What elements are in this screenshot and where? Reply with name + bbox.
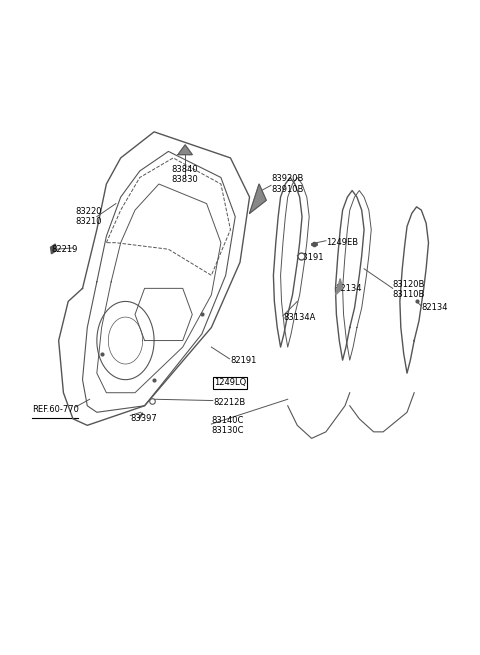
Polygon shape — [50, 244, 56, 253]
Text: 82212B: 82212B — [214, 398, 246, 407]
Text: 83220
83210: 83220 83210 — [75, 207, 102, 227]
Text: 83191: 83191 — [297, 253, 324, 261]
Text: 83140C
83130C: 83140C 83130C — [211, 416, 244, 435]
Text: 83134A: 83134A — [283, 313, 315, 322]
Text: 82134: 82134 — [336, 284, 362, 293]
Text: 83397: 83397 — [130, 415, 157, 423]
Text: 82219: 82219 — [51, 245, 78, 253]
Text: REF.60-770: REF.60-770 — [33, 405, 79, 413]
Polygon shape — [178, 145, 192, 155]
Text: 83120B
83110B: 83120B 83110B — [393, 280, 425, 299]
Text: 83920B
83910B: 83920B 83910B — [271, 174, 303, 194]
Polygon shape — [336, 278, 343, 295]
Text: 1249EB: 1249EB — [326, 238, 358, 247]
Polygon shape — [250, 184, 266, 214]
Text: 1249LQ: 1249LQ — [214, 379, 246, 388]
Text: 82134: 82134 — [421, 303, 448, 312]
Text: 83840
83830: 83840 83830 — [172, 164, 199, 184]
Text: 82191: 82191 — [230, 356, 257, 365]
